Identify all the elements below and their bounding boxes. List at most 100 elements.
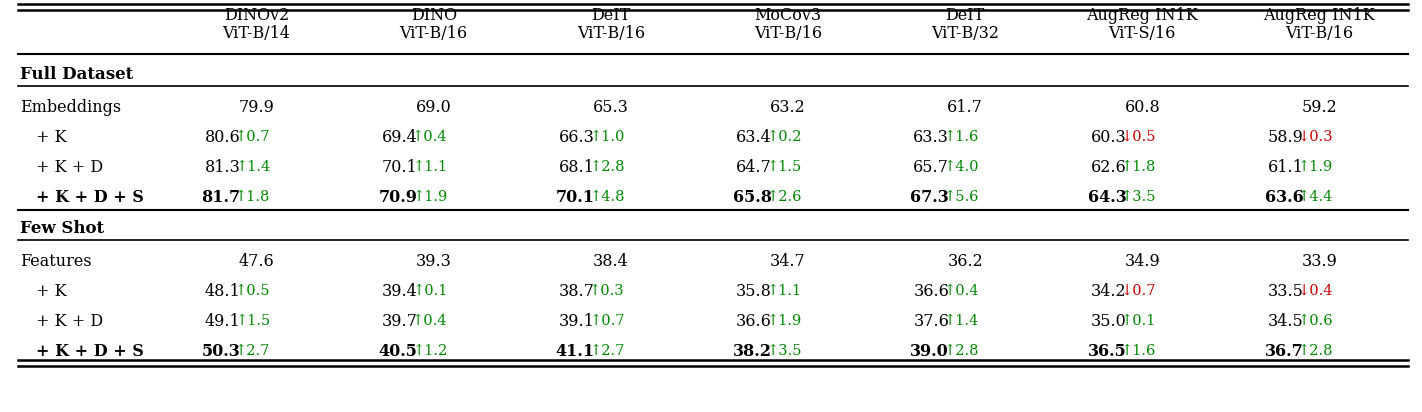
Text: 36.6: 36.6 bbox=[913, 283, 948, 300]
Text: 81.7: 81.7 bbox=[202, 189, 240, 206]
Text: 39.3: 39.3 bbox=[415, 253, 452, 269]
Text: ↑1.9: ↑1.9 bbox=[766, 314, 802, 328]
Text: 60.8: 60.8 bbox=[1125, 98, 1160, 115]
Text: ViT-B/16: ViT-B/16 bbox=[400, 25, 468, 42]
Text: 50.3: 50.3 bbox=[202, 342, 240, 360]
Text: ViT-B/14: ViT-B/14 bbox=[223, 25, 290, 42]
Text: 35.0: 35.0 bbox=[1091, 312, 1126, 330]
Text: 34.2: 34.2 bbox=[1091, 283, 1126, 300]
Text: ViT-S/16: ViT-S/16 bbox=[1109, 25, 1176, 42]
Text: ↑3.5: ↑3.5 bbox=[766, 344, 802, 358]
Text: ↑1.0: ↑1.0 bbox=[590, 130, 624, 144]
Text: ↑0.5: ↑0.5 bbox=[235, 284, 270, 298]
Text: ↑1.8: ↑1.8 bbox=[235, 190, 270, 204]
Text: ↑0.7: ↑0.7 bbox=[589, 314, 624, 328]
Text: + K + D: + K + D bbox=[36, 312, 104, 330]
Text: ↓0.4: ↓0.4 bbox=[1298, 284, 1334, 298]
Text: 38.7: 38.7 bbox=[559, 283, 594, 300]
Text: 63.4: 63.4 bbox=[737, 129, 772, 145]
Text: 33.5: 33.5 bbox=[1267, 283, 1304, 300]
Text: DINOv2: DINOv2 bbox=[223, 7, 289, 24]
Text: 41.1: 41.1 bbox=[556, 342, 594, 360]
Text: 79.9: 79.9 bbox=[239, 98, 274, 115]
Text: ↑5.6: ↑5.6 bbox=[944, 190, 980, 204]
Text: ↑1.1: ↑1.1 bbox=[412, 160, 448, 174]
Text: 48.1: 48.1 bbox=[205, 283, 240, 300]
Text: ↑2.6: ↑2.6 bbox=[766, 190, 802, 204]
Text: ↑2.8: ↑2.8 bbox=[1298, 344, 1334, 358]
Text: 38.2: 38.2 bbox=[732, 342, 772, 360]
Text: 70.1: 70.1 bbox=[383, 159, 418, 176]
Text: 81.3: 81.3 bbox=[205, 159, 240, 176]
Text: ↑0.4: ↑0.4 bbox=[412, 130, 448, 144]
Text: 68.1: 68.1 bbox=[559, 159, 594, 176]
Text: + K: + K bbox=[36, 129, 67, 145]
Text: Full Dataset: Full Dataset bbox=[20, 66, 134, 82]
Text: 34.9: 34.9 bbox=[1125, 253, 1160, 269]
Text: ↑1.8: ↑1.8 bbox=[1121, 160, 1156, 174]
Text: ↓0.5: ↓0.5 bbox=[1121, 130, 1156, 144]
Text: 47.6: 47.6 bbox=[239, 253, 274, 269]
Text: ↑0.2: ↑0.2 bbox=[766, 130, 802, 144]
Text: 66.3: 66.3 bbox=[559, 129, 594, 145]
Text: 39.0: 39.0 bbox=[910, 342, 948, 360]
Text: 69.0: 69.0 bbox=[415, 98, 452, 115]
Text: 33.9: 33.9 bbox=[1301, 253, 1337, 269]
Text: Embeddings: Embeddings bbox=[20, 98, 121, 115]
Text: ↓0.3: ↓0.3 bbox=[1298, 130, 1334, 144]
Text: 36.7: 36.7 bbox=[1264, 342, 1304, 360]
Text: 37.6: 37.6 bbox=[913, 312, 948, 330]
Text: ↓0.7: ↓0.7 bbox=[1121, 284, 1156, 298]
Text: + K + D: + K + D bbox=[36, 159, 104, 176]
Text: 63.2: 63.2 bbox=[771, 98, 806, 115]
Text: ↑0.4: ↑0.4 bbox=[944, 284, 980, 298]
Text: ↑0.1: ↑0.1 bbox=[1121, 314, 1156, 328]
Text: 49.1: 49.1 bbox=[205, 312, 240, 330]
Text: ↑2.8: ↑2.8 bbox=[944, 344, 980, 358]
Text: 59.2: 59.2 bbox=[1301, 98, 1337, 115]
Text: 39.7: 39.7 bbox=[383, 312, 418, 330]
Text: 35.8: 35.8 bbox=[737, 283, 772, 300]
Text: Features: Features bbox=[20, 253, 91, 269]
Text: 39.4: 39.4 bbox=[383, 283, 418, 300]
Text: 40.5: 40.5 bbox=[378, 342, 418, 360]
Text: ↑1.4: ↑1.4 bbox=[944, 314, 980, 328]
Text: 64.3: 64.3 bbox=[1088, 189, 1126, 206]
Text: 62.6: 62.6 bbox=[1091, 159, 1126, 176]
Text: 80.6: 80.6 bbox=[205, 129, 240, 145]
Text: ↑2.8: ↑2.8 bbox=[589, 160, 624, 174]
Text: 61.1: 61.1 bbox=[1267, 159, 1304, 176]
Text: AugReg IN1K: AugReg IN1K bbox=[1086, 7, 1199, 24]
Text: 34.5: 34.5 bbox=[1267, 312, 1304, 330]
Text: ↑0.3: ↑0.3 bbox=[589, 284, 624, 298]
Text: DeIT: DeIT bbox=[946, 7, 985, 24]
Text: ↑1.2: ↑1.2 bbox=[412, 344, 448, 358]
Text: ↑4.8: ↑4.8 bbox=[589, 190, 624, 204]
Text: AugReg IN1K: AugReg IN1K bbox=[1264, 7, 1375, 24]
Text: 34.7: 34.7 bbox=[771, 253, 806, 269]
Text: Few Shot: Few Shot bbox=[20, 220, 104, 236]
Text: 60.3: 60.3 bbox=[1091, 129, 1126, 145]
Text: ↑1.5: ↑1.5 bbox=[235, 314, 270, 328]
Text: 70.1: 70.1 bbox=[556, 189, 594, 206]
Text: + K + D + S: + K + D + S bbox=[36, 189, 144, 206]
Text: 36.5: 36.5 bbox=[1088, 342, 1126, 360]
Text: ↑1.9: ↑1.9 bbox=[1298, 160, 1334, 174]
Text: 36.2: 36.2 bbox=[947, 253, 983, 269]
Text: 64.7: 64.7 bbox=[737, 159, 772, 176]
Text: ↑1.4: ↑1.4 bbox=[235, 160, 270, 174]
Text: 63.3: 63.3 bbox=[913, 129, 948, 145]
Text: ↑2.7: ↑2.7 bbox=[235, 344, 270, 358]
Text: ↑4.0: ↑4.0 bbox=[944, 160, 980, 174]
Text: ↑2.7: ↑2.7 bbox=[590, 344, 624, 358]
Text: 67.3: 67.3 bbox=[910, 189, 948, 206]
Text: ↑0.6: ↑0.6 bbox=[1298, 314, 1334, 328]
Text: 65.7: 65.7 bbox=[913, 159, 948, 176]
Text: + K: + K bbox=[36, 283, 67, 300]
Text: 61.7: 61.7 bbox=[947, 98, 983, 115]
Text: ViT-B/16: ViT-B/16 bbox=[577, 25, 646, 42]
Text: 58.9: 58.9 bbox=[1267, 129, 1304, 145]
Text: ↑0.1: ↑0.1 bbox=[412, 284, 448, 298]
Text: 39.1: 39.1 bbox=[559, 312, 594, 330]
Text: ↑1.6: ↑1.6 bbox=[944, 130, 980, 144]
